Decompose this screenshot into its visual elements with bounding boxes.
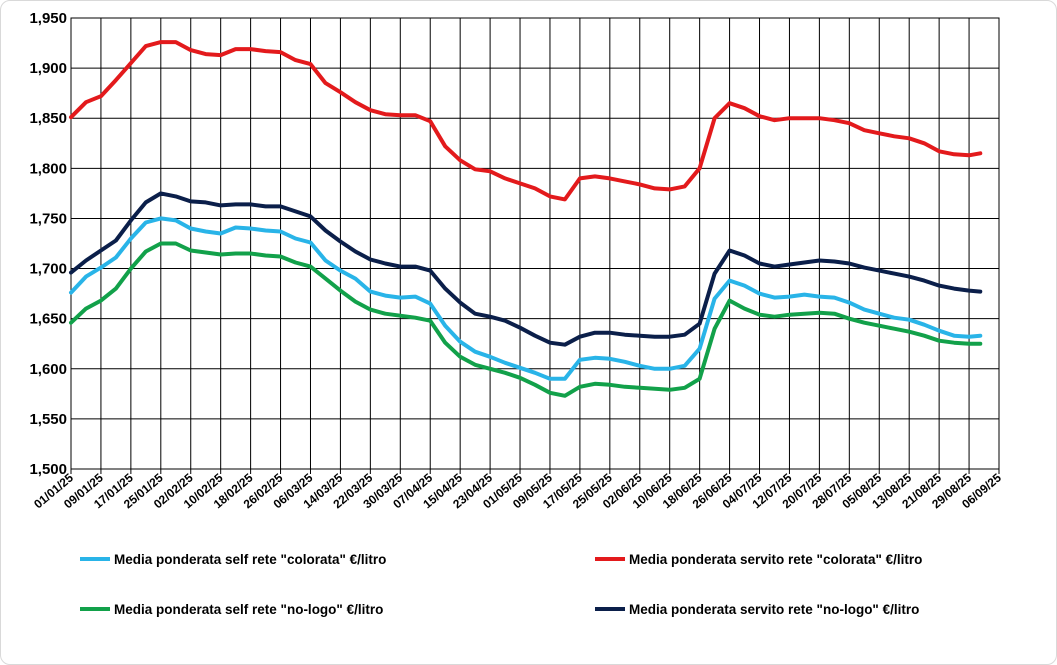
y-tick-label: 1,600	[29, 361, 67, 378]
series-line-2	[69, 216, 983, 381]
legend-label: Media ponderata self rete "colorata" €/l…	[114, 552, 386, 567]
y-tick-label: 1,650	[29, 311, 67, 328]
legend-label: Media ponderata self rete "no-logo" €/li…	[114, 602, 383, 617]
plot-area	[69, 40, 983, 398]
legend-label: Media ponderata servito rete "no-logo" €…	[629, 602, 919, 617]
y-tick-label: 1,550	[29, 411, 67, 428]
y-tick-label: 1,500	[29, 461, 67, 478]
series-line-0	[69, 40, 983, 202]
y-axis: 1,500 1,550 1,600 1,650 1,700 1,750 1,800 1,850…	[29, 10, 67, 478]
grid	[70, 17, 1000, 470]
y-tick-label: 1,750	[29, 210, 67, 227]
y-tick-label: 1,700	[29, 261, 67, 278]
y-tick-label: 1,850	[29, 110, 67, 127]
y-tick-label: 1,800	[29, 160, 67, 177]
series-line-1	[69, 191, 983, 347]
y-tick-label: 1,900	[29, 60, 67, 77]
legend: Media ponderata self rete "colorata" €/l…	[80, 552, 922, 617]
plot-border	[70, 17, 1000, 470]
x-axis: 01/01/2509/01/2517/01/2525/01/2502/02/25…	[31, 469, 1004, 511]
y-tick-label: 1,950	[29, 10, 67, 27]
series-line-3	[69, 241, 983, 398]
legend-label: Media ponderata servito rete "colorata" …	[629, 552, 922, 567]
